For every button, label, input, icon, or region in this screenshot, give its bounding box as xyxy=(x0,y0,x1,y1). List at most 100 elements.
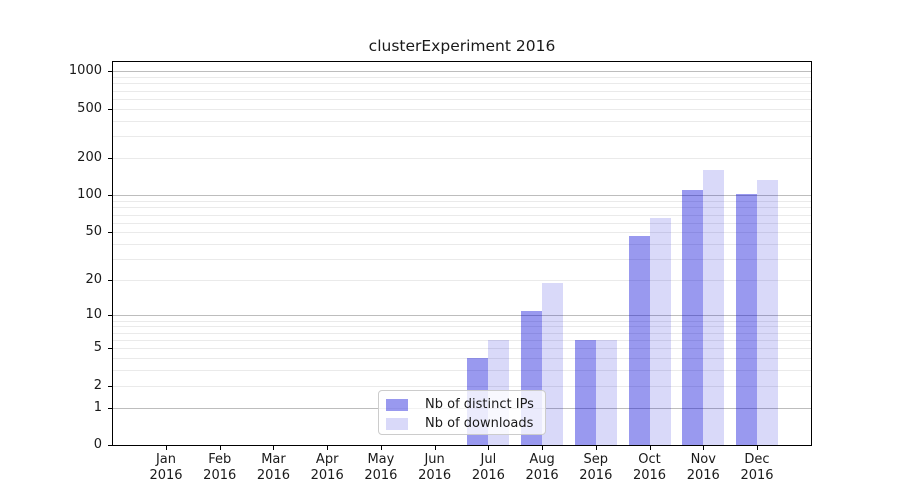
x-tick xyxy=(703,446,705,450)
x-tick-label: Dec 2016 xyxy=(730,452,784,483)
x-tick-year: 2016 xyxy=(364,467,398,483)
legend: Nb of distinct IPs Nb of downloads xyxy=(378,390,546,435)
plot-area xyxy=(113,62,811,445)
y-tick-label: 2 xyxy=(93,377,102,393)
x-tick-year: 2016 xyxy=(632,467,667,483)
x-tick-month: Dec xyxy=(744,452,770,467)
legend-item-downloads: Nb of downloads xyxy=(379,414,545,433)
gridline-minor xyxy=(113,222,811,224)
bar-distinct-ips xyxy=(628,235,650,445)
y-tick xyxy=(108,407,113,409)
x-tick-month: Jul xyxy=(480,452,497,467)
x-tick-month: Jun xyxy=(424,452,445,467)
y-tick xyxy=(108,280,113,282)
y-tick-label: 0 xyxy=(93,437,102,452)
gridline-minor xyxy=(113,108,811,110)
gridline-minor xyxy=(113,244,811,246)
x-tick-year: 2016 xyxy=(579,467,613,483)
y-tick-label: 1 xyxy=(93,399,102,415)
legend-label-downloads: Nb of downloads xyxy=(425,416,534,431)
x-tick-year: 2016 xyxy=(740,467,774,483)
y-tick xyxy=(108,108,113,110)
x-tick xyxy=(380,446,382,450)
y-tick xyxy=(108,195,113,197)
gridline-minor xyxy=(113,83,811,85)
bar-downloads xyxy=(542,283,564,445)
gridline-minor xyxy=(113,120,811,122)
y-tick-label: 500 xyxy=(77,100,102,116)
gridline-minor xyxy=(113,339,811,341)
gridline-minor xyxy=(113,99,811,101)
x-tick-year: 2016 xyxy=(203,467,237,483)
x-tick-month: May xyxy=(367,452,395,467)
y-tick xyxy=(108,232,113,234)
gridline-minor xyxy=(113,370,811,372)
gridline-minor xyxy=(113,90,811,92)
y-tick xyxy=(108,445,113,446)
x-tick xyxy=(434,446,436,450)
x-tick-label: Jan 2016 xyxy=(139,452,193,483)
bar-distinct-ips xyxy=(735,193,757,445)
y-tick-label: 100 xyxy=(77,187,102,203)
x-tick xyxy=(756,446,758,450)
gridline-major xyxy=(113,315,811,317)
x-tick-label: Mar 2016 xyxy=(246,452,300,483)
x-tick xyxy=(273,446,275,450)
x-tick-year: 2016 xyxy=(149,467,183,483)
y-tick-label: 10 xyxy=(85,307,102,323)
gridline-minor xyxy=(113,320,811,322)
x-tick xyxy=(219,446,221,450)
legend-item-distinct-ips: Nb of distinct IPs xyxy=(379,395,545,414)
x-tick-year: 2016 xyxy=(256,467,290,483)
legend-label-distinct-ips: Nb of distinct IPs xyxy=(425,397,534,412)
gridline-minor xyxy=(113,77,811,79)
x-tick xyxy=(327,446,329,450)
x-tick-month: Mar xyxy=(261,452,286,467)
x-tick-month: Jan xyxy=(155,452,177,467)
x-tick-month: Apr xyxy=(315,452,339,467)
gridline-minor xyxy=(113,357,811,359)
x-tick-label: May 2016 xyxy=(354,452,408,483)
x-tick-year: 2016 xyxy=(525,467,559,483)
gridline-major xyxy=(113,71,811,73)
y-tick-label: 50 xyxy=(85,224,102,240)
y-tick-label: 200 xyxy=(77,150,102,166)
bar-distinct-ips xyxy=(682,189,704,445)
y-tick xyxy=(108,348,113,350)
gridline-major xyxy=(113,195,811,197)
y-tick xyxy=(108,71,113,73)
x-tick-label: Nov 2016 xyxy=(676,452,730,483)
x-tick xyxy=(595,446,597,450)
gridline-minor xyxy=(113,385,811,387)
gridline-minor xyxy=(113,348,811,350)
x-tick-label: Jun 2016 xyxy=(408,452,462,483)
bar-downloads xyxy=(703,170,725,445)
gridline-minor xyxy=(113,136,811,138)
gridline-minor xyxy=(113,214,811,216)
chart-title: clusterExperiment 2016 xyxy=(368,37,556,55)
y-tick-label: 20 xyxy=(85,272,102,288)
y-tick xyxy=(108,315,113,317)
gridline-minor xyxy=(113,259,811,261)
x-tick-year: 2016 xyxy=(471,467,505,483)
x-tick-month: Oct xyxy=(638,452,661,467)
legend-swatch-downloads-icon xyxy=(386,417,408,430)
x-tick xyxy=(649,446,651,450)
x-tick-label: Apr 2016 xyxy=(300,452,354,483)
gridline-minor xyxy=(113,201,811,203)
x-tick xyxy=(542,446,544,450)
x-tick-month: Feb xyxy=(208,452,232,467)
x-tick-month: Nov xyxy=(690,452,716,467)
gridline-minor xyxy=(113,158,811,160)
bar-downloads xyxy=(595,339,617,445)
gridline-minor xyxy=(113,232,811,234)
bar-distinct-ips xyxy=(574,339,596,445)
x-tick-label: Feb 2016 xyxy=(193,452,247,483)
x-tick-label: Jul 2016 xyxy=(461,452,515,483)
x-tick xyxy=(166,446,167,450)
gridline-minor xyxy=(113,326,811,328)
bar-downloads xyxy=(756,180,778,445)
y-tick-label: 5 xyxy=(93,340,102,356)
x-tick-label: Oct 2016 xyxy=(623,452,677,483)
